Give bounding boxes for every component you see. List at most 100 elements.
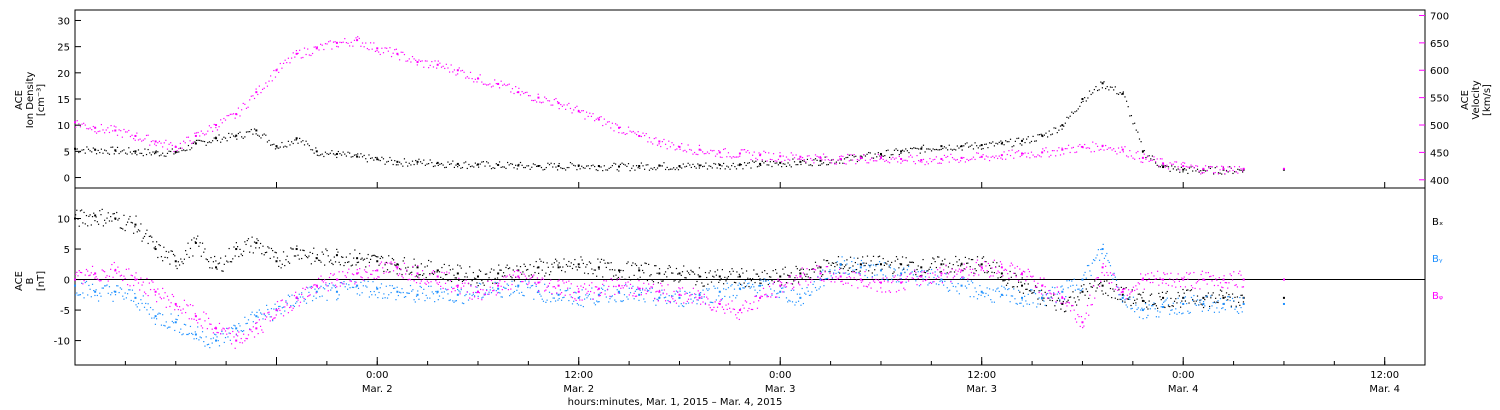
plasma-sample [1035,140,1037,142]
b-sample-Bz [550,279,552,281]
plasma-sample [121,136,123,138]
b-sample-By [779,286,782,288]
plasma-sample [250,95,252,97]
plasma-sample [102,129,104,131]
plasma-sample [453,166,456,169]
b-sample-Bz [853,277,855,279]
plasma-sample [713,162,715,165]
b-sample-By [301,292,303,294]
plasma-sample [265,134,267,136]
b-sample-Bz [878,281,881,283]
b-sample-By [458,290,460,292]
plasma-sample [381,47,383,49]
b-sample-Bz [1120,291,1122,293]
b-sample-By [562,297,564,299]
plasma-sample [1224,173,1226,175]
b-sample-Bx [129,215,131,218]
b-sample-Bz [420,280,422,282]
b-sample-Bz [1212,275,1214,277]
b-sample-Bz [985,265,987,267]
b-sample-Bx [1165,292,1167,294]
plasma-sample [1140,161,1142,163]
b-sample-By [519,281,522,283]
plasma-sample [571,163,573,165]
b-sample-By [492,287,494,289]
b-sample-Bx [475,278,477,280]
b-sample-By [1037,303,1039,305]
plasma-sample [215,136,217,138]
b-sample-Bz [737,311,739,314]
b-sample-Bz [869,282,871,284]
b-sample-Bz [727,303,730,305]
b-sample-Bz [594,286,597,288]
b-sample-Bx [841,264,843,266]
b-sample-Bx [281,263,283,265]
plasma-sample [872,157,875,159]
b-sample-Bz [725,304,727,306]
plasma-sample [526,165,528,167]
plasma-sample [980,155,983,158]
plasma-sample [1221,173,1223,175]
b-sample-Bz [1071,304,1073,307]
b-sample-Bx [1227,299,1229,301]
plasma-sample [1124,96,1126,98]
b-sample-Bx [600,258,603,260]
plasma-sample [387,160,389,163]
b-sample-Bz [841,280,843,282]
b-sample-By [1165,299,1167,301]
b-sample-Bx [291,248,293,250]
b-sample-By [1073,278,1075,280]
b-sample-Bz [483,293,485,295]
b-sample-By [270,308,273,310]
b-sample-Bz [482,289,484,291]
b-sample-By [824,278,826,280]
b-sample-Bx [139,230,141,232]
plasma-sample [626,132,628,135]
b-sample-By [197,326,199,328]
b-sample-Bx [316,254,318,256]
plasma-sample [1014,152,1016,154]
b-sample-Bx [1011,286,1014,288]
magnetic-ylabel-line3: [nT] [36,271,47,291]
plasma-sample [199,135,201,137]
b-sample-Bz [944,272,946,275]
b-sample-By [528,280,530,282]
b-sample-By [1177,297,1179,299]
b-sample-By [667,299,669,302]
b-sample-Bz [524,275,526,277]
plasma-sample [473,81,475,83]
b-sample-Bx [164,256,166,258]
plasma-sample [924,151,926,153]
plasma-sample [731,157,733,159]
b-sample-Bx [1134,299,1136,301]
b-sample-Bz [166,295,169,297]
plasma-sample [234,117,236,119]
plasma-sample [1116,93,1118,95]
b-sample-Bx [988,264,991,267]
b-sample-Bz [691,302,693,304]
b-sample-Bx [1040,289,1043,291]
b-sample-By [799,293,801,295]
b-sample-Bx [598,268,600,270]
plasma-sample [1229,170,1231,172]
b-sample-Bx [934,260,936,263]
b-sample-Bz [366,271,368,273]
b-sample-By [143,306,146,308]
b-sample-Bx [943,263,945,265]
plasma-point [940,157,943,160]
b-sample-Bz [1227,287,1229,289]
b-sample-Bx [889,264,892,266]
b-sample-Bx [996,262,998,264]
b-sample-Bx [1135,302,1137,304]
plasma-sample [969,158,971,161]
b-sample-Bx [538,272,540,274]
b-sample-Bx [648,263,650,266]
b-sample-Bz [756,307,759,309]
b-sample-Bz [1105,265,1107,267]
b-sample-Bx [541,269,543,271]
b-sample-By [1224,309,1226,311]
b-sample-Bx [443,263,445,266]
plasma-sample [442,164,444,166]
b-sample-By [785,297,788,299]
plasma-sample [400,51,402,53]
